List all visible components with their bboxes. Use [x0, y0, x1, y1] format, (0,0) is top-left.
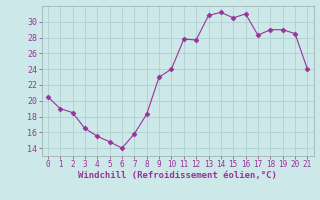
X-axis label: Windchill (Refroidissement éolien,°C): Windchill (Refroidissement éolien,°C)	[78, 171, 277, 180]
